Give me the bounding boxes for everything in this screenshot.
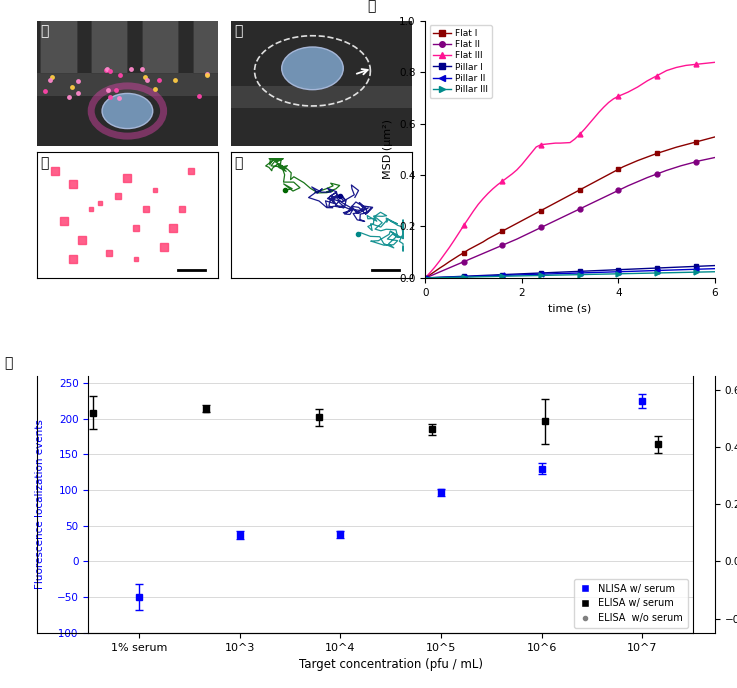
Pillar I	[421, 274, 430, 282]
Flat II	[691, 158, 700, 166]
Flat II	[652, 170, 661, 178]
Circle shape	[282, 47, 343, 89]
Flat I	[576, 186, 584, 194]
Pillar I	[614, 266, 623, 274]
Flat III	[498, 177, 507, 185]
Flat II	[537, 224, 545, 232]
Pillar III	[614, 270, 623, 278]
FancyBboxPatch shape	[231, 86, 412, 109]
X-axis label: Target concentration (pfu / mL): Target concentration (pfu / mL)	[284, 658, 468, 671]
Pillar I	[498, 270, 507, 279]
Pillar II	[614, 268, 623, 276]
Flat I	[459, 248, 468, 257]
Flat II	[498, 241, 507, 249]
Flat III	[537, 140, 545, 149]
Flat II	[421, 274, 430, 282]
Pillar I	[537, 269, 545, 277]
Pillar II	[498, 271, 507, 279]
FancyBboxPatch shape	[192, 18, 228, 74]
Pillar II	[691, 265, 700, 273]
Flat I	[537, 206, 545, 215]
FancyBboxPatch shape	[37, 74, 218, 96]
Flat I	[652, 149, 661, 158]
Pillar II	[652, 266, 661, 275]
Pillar III	[421, 274, 430, 282]
Flat III	[652, 72, 661, 80]
Legend: NLISA w/ serum, ELISA w/ serum, ELISA  w/o serum: NLISA w/ serum, ELISA w/ serum, ELISA w/…	[596, 579, 710, 628]
Line: Flat I: Flat I	[423, 140, 698, 280]
Flat I	[614, 165, 623, 173]
FancyBboxPatch shape	[142, 18, 178, 74]
Flat III	[459, 222, 468, 230]
Line: Flat II: Flat II	[423, 160, 698, 280]
Flat III	[576, 130, 584, 138]
FancyBboxPatch shape	[41, 18, 77, 74]
Text: 다: 다	[41, 156, 49, 170]
X-axis label: time (s): time (s)	[548, 303, 592, 313]
Line: Pillar I: Pillar I	[423, 264, 698, 280]
Text: 라: 라	[234, 156, 243, 170]
Flat I	[691, 138, 700, 147]
FancyBboxPatch shape	[91, 18, 128, 74]
Pillar III	[459, 273, 468, 281]
Line: Pillar II: Pillar II	[423, 267, 698, 280]
Flat III	[691, 61, 700, 69]
Flat I	[421, 274, 430, 282]
Pillar III	[537, 271, 545, 279]
Pillar II	[421, 274, 430, 282]
Pillar III	[652, 269, 661, 277]
Pillar III	[576, 270, 584, 279]
Flat III	[421, 274, 430, 282]
Pillar III	[498, 272, 507, 281]
Pillar I	[652, 264, 661, 272]
Pillar II	[459, 272, 468, 281]
Flat II	[576, 205, 584, 213]
Text: 마: 마	[367, 0, 376, 13]
Pillar II	[576, 269, 584, 277]
Pillar III	[691, 268, 700, 277]
Text: 나: 나	[234, 24, 243, 39]
Circle shape	[102, 94, 153, 129]
Pillar I	[459, 272, 468, 281]
Text: 가: 가	[41, 24, 49, 39]
Pillar I	[576, 267, 584, 275]
Flat III	[614, 92, 623, 100]
Y-axis label: MSD (μm²): MSD (μm²)	[383, 119, 394, 180]
Pillar I	[691, 262, 700, 270]
Flat II	[614, 186, 623, 195]
Pillar II	[537, 270, 545, 279]
Flat I	[498, 227, 507, 235]
Y-axis label: Fluorescence localization events: Fluorescence localization events	[35, 420, 45, 589]
Flat II	[459, 257, 468, 266]
Line: Pillar III: Pillar III	[423, 270, 698, 280]
Line: Flat III: Flat III	[423, 62, 698, 280]
Legend: Flat I, Flat II, Flat III, Pillar I, Pillar II, Pillar III: Flat I, Flat II, Flat III, Pillar I, Pil…	[430, 25, 492, 98]
